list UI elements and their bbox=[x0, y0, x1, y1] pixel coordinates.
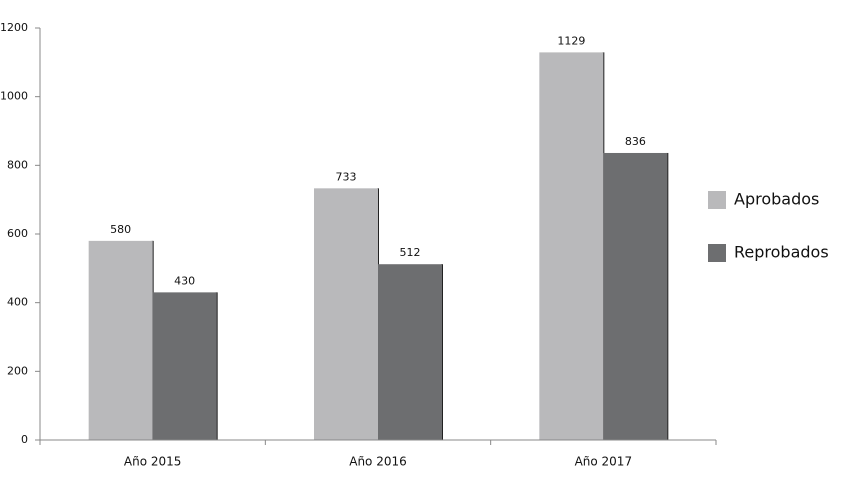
bar bbox=[314, 188, 378, 440]
y-tick-label: 0 bbox=[21, 433, 28, 446]
bar bbox=[88, 240, 153, 440]
x-tick-label: Año 2015 bbox=[124, 455, 182, 469]
y-tick-label: 200 bbox=[7, 364, 28, 377]
x-tick-label: Año 2017 bbox=[575, 455, 633, 469]
value-label: 1129 bbox=[557, 34, 585, 47]
bar bbox=[603, 152, 668, 440]
legend-label: Aprobados bbox=[734, 190, 819, 209]
legend-label: Reprobados bbox=[734, 243, 829, 262]
y-tick-label: 1200 bbox=[0, 21, 28, 34]
value-label: 836 bbox=[625, 135, 646, 148]
value-label: 430 bbox=[174, 274, 195, 287]
value-label: 733 bbox=[336, 170, 357, 183]
bar bbox=[539, 52, 604, 440]
value-label: 580 bbox=[110, 223, 131, 236]
legend-swatch bbox=[708, 244, 726, 262]
y-tick-label: 600 bbox=[7, 227, 28, 240]
y-tick-label: 800 bbox=[7, 158, 28, 171]
bar bbox=[152, 292, 217, 440]
legend-swatch bbox=[708, 191, 726, 209]
bar bbox=[378, 264, 442, 440]
value-label: 512 bbox=[400, 246, 421, 259]
x-tick-label: Año 2016 bbox=[349, 455, 407, 469]
y-tick-label: 1000 bbox=[0, 90, 28, 103]
y-tick-label: 400 bbox=[7, 296, 28, 309]
